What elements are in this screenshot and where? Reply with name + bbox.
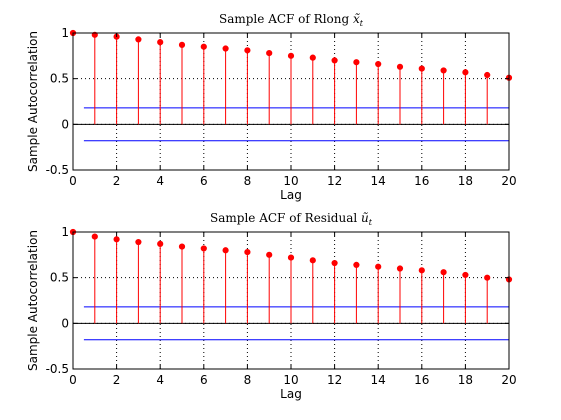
y-tick-label: 0.5 xyxy=(50,271,69,285)
y-tick-label: 0 xyxy=(61,117,69,131)
acf-point xyxy=(200,43,207,50)
acf-point xyxy=(222,45,229,52)
acf-point xyxy=(91,233,98,240)
y-axis-label: Sample Autocorrelation xyxy=(26,31,40,172)
x-tick-label: 4 xyxy=(156,174,164,188)
y-tick-label: 1 xyxy=(61,225,69,239)
x-tick-label: 14 xyxy=(371,373,386,387)
y-tick-label: -0.5 xyxy=(46,362,69,376)
x-tick-label: 0 xyxy=(69,373,77,387)
acf-point xyxy=(222,247,229,254)
x-tick-label: 8 xyxy=(244,174,252,188)
acf-point xyxy=(266,251,273,258)
acf-point xyxy=(135,238,142,246)
acf-point xyxy=(135,36,142,43)
x-tick-label: 6 xyxy=(200,174,208,188)
x-tick-label: 18 xyxy=(458,373,473,387)
y-tick-label: 0 xyxy=(61,316,69,330)
acf-point xyxy=(266,49,273,57)
chart-title: Sample ACF of Rlong x̃t xyxy=(219,12,364,28)
acf-point xyxy=(200,245,207,252)
acf-point xyxy=(375,60,382,68)
x-tick-label: 12 xyxy=(327,174,342,188)
acf-point xyxy=(353,59,360,66)
acf-point xyxy=(440,269,447,276)
x-tick-label: 14 xyxy=(371,174,386,188)
acf-point xyxy=(331,57,338,64)
acf-point xyxy=(375,263,382,270)
y-axis-label: Sample Autocorrelation xyxy=(26,230,40,371)
y-tick-label: -0.5 xyxy=(46,163,69,177)
acf-point xyxy=(157,240,164,247)
acf-point xyxy=(244,47,251,54)
x-tick-label: 20 xyxy=(501,373,516,387)
x-tick-label: 6 xyxy=(200,373,208,387)
x-tick-label: 16 xyxy=(414,174,429,188)
chart-title-subscript: t xyxy=(369,218,373,227)
x-tick-label: 12 xyxy=(327,373,342,387)
chart-title-symbol: ũ xyxy=(361,211,369,225)
x-tick-label: 10 xyxy=(283,174,298,188)
acf-point xyxy=(113,236,120,243)
acf-point xyxy=(418,65,425,72)
y-tick-label: 1 xyxy=(61,26,69,40)
acf-point xyxy=(353,261,360,268)
acf-point xyxy=(462,69,469,76)
chart-title-subscript: t xyxy=(360,19,364,28)
x-tick-label: 10 xyxy=(283,373,298,387)
x-tick-label: 4 xyxy=(156,373,164,387)
x-tick-label: 2 xyxy=(113,373,121,387)
x-axis-label: Lag xyxy=(280,188,302,202)
acf-point xyxy=(178,243,186,250)
chart-title: Sample ACF of Residual ũt xyxy=(210,211,373,227)
x-tick-label: 18 xyxy=(458,174,473,188)
acf-point xyxy=(484,274,491,281)
acf-point xyxy=(462,271,469,279)
acf-point xyxy=(287,52,295,59)
acf-point xyxy=(91,31,98,38)
acf-point xyxy=(484,71,491,79)
x-tick-label: 8 xyxy=(244,373,252,387)
acf-point xyxy=(309,54,316,61)
x-tick-label: 20 xyxy=(501,174,516,188)
acf-point xyxy=(309,257,316,264)
acf-point xyxy=(396,63,404,70)
x-axis-label: Lag xyxy=(280,387,302,401)
acf-point xyxy=(287,254,295,261)
chart-title-text: Sample ACF of Residual xyxy=(210,211,361,225)
acf-point xyxy=(178,41,186,48)
x-tick-label: 16 xyxy=(414,373,429,387)
acf-point xyxy=(331,259,338,267)
acf-point xyxy=(396,265,404,272)
y-tick-label: 0.5 xyxy=(50,72,69,86)
acf-point xyxy=(157,39,164,46)
chart-title-text: Sample ACF of Rlong xyxy=(219,12,353,26)
x-tick-label: 2 xyxy=(113,174,121,188)
acf-point xyxy=(418,267,425,274)
acf-point xyxy=(440,67,447,74)
chart-title-symbol: x̃ xyxy=(353,12,360,26)
acf-point xyxy=(244,248,251,256)
x-tick-label: 0 xyxy=(69,174,77,188)
